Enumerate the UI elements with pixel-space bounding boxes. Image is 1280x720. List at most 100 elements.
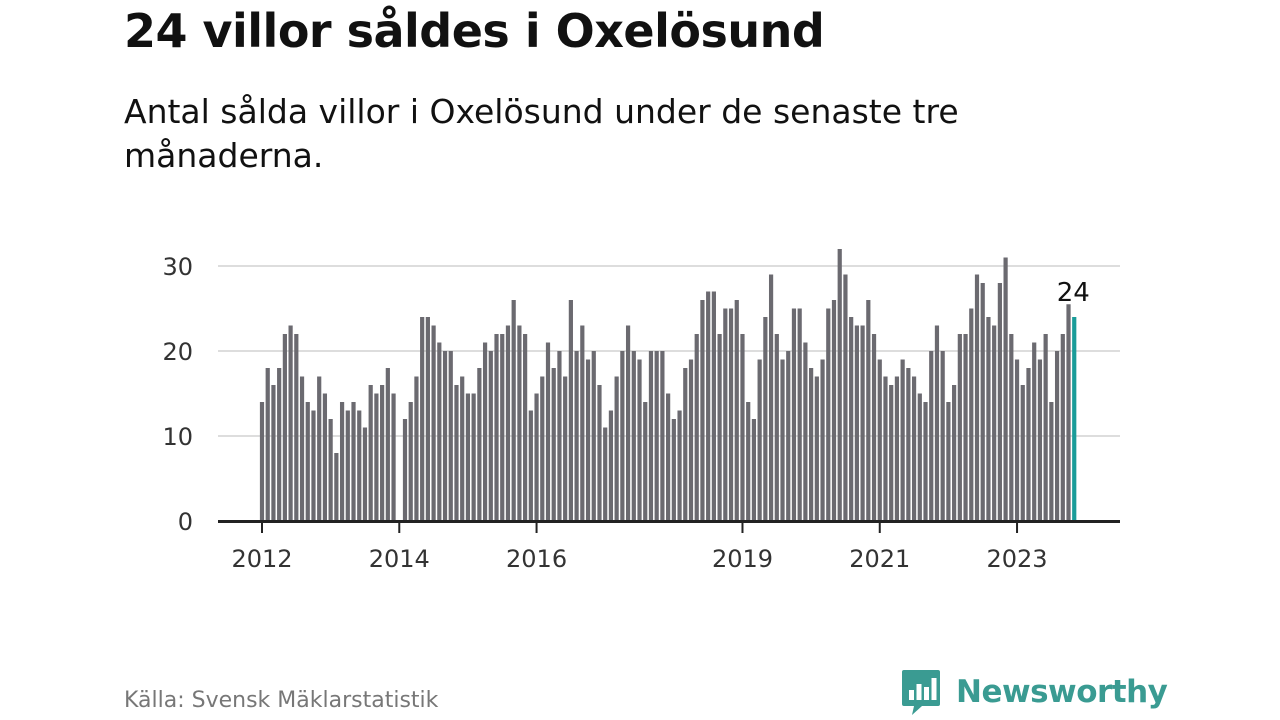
bar <box>557 351 562 521</box>
bar <box>402 419 408 521</box>
data-labels: 24 <box>1057 278 1090 308</box>
bar <box>339 402 345 521</box>
bar <box>803 342 808 521</box>
bar <box>1009 334 1014 521</box>
bar <box>425 317 430 521</box>
bar <box>608 410 614 521</box>
bar <box>791 308 797 521</box>
latest-value-label: 24 <box>1057 278 1090 308</box>
bar <box>460 376 465 521</box>
bar <box>889 385 894 521</box>
bar <box>1066 304 1071 521</box>
bar <box>454 385 459 521</box>
bar <box>351 402 356 521</box>
bar <box>677 410 682 521</box>
bar <box>534 393 539 521</box>
bar <box>1032 342 1037 521</box>
bar <box>505 325 511 521</box>
bar <box>488 351 493 521</box>
bar <box>625 325 631 521</box>
bar <box>992 325 997 521</box>
bar <box>986 317 991 521</box>
x-tick-label: 2014 <box>369 545 430 573</box>
bar-latest <box>1072 317 1077 521</box>
bar <box>997 283 1002 521</box>
bar <box>265 368 270 521</box>
bar <box>711 291 716 521</box>
bar <box>1037 359 1043 521</box>
bar <box>511 300 516 521</box>
bar <box>288 325 293 521</box>
bar <box>465 393 471 521</box>
bar <box>917 393 922 521</box>
bar <box>597 385 602 521</box>
newsworthy-logo-icon <box>902 670 940 715</box>
bar <box>305 402 310 521</box>
bar <box>471 393 476 521</box>
bar <box>385 368 390 521</box>
bar <box>259 402 265 521</box>
bar <box>934 325 940 521</box>
bar <box>517 325 522 521</box>
bar <box>614 376 619 521</box>
bar <box>420 317 425 521</box>
bar <box>929 351 934 521</box>
y-axis-ticks: 0 10 20 30 <box>162 253 193 536</box>
y-tick-label: 30 <box>162 253 193 281</box>
bar <box>1003 257 1008 521</box>
bar <box>442 351 448 521</box>
bar <box>940 351 945 521</box>
source-note: Källa: Svensk Mäklarstatistik <box>124 688 439 713</box>
bar <box>963 334 968 521</box>
newsworthy-logo: Newsworthy <box>900 670 1168 715</box>
bar <box>1043 334 1048 521</box>
bar <box>894 376 900 521</box>
bar <box>414 376 419 521</box>
bar <box>482 342 488 521</box>
bar <box>717 334 722 521</box>
bar <box>809 368 814 521</box>
bar <box>871 334 877 521</box>
bar <box>797 308 802 521</box>
bar <box>706 291 711 521</box>
x-axis-ticks: 2012 2014 2016 2019 2021 2023 <box>231 521 1048 573</box>
bar <box>969 308 974 521</box>
bar <box>431 325 436 521</box>
bar <box>814 376 819 521</box>
bar <box>1049 402 1054 521</box>
bar <box>585 359 591 521</box>
bar <box>545 342 551 521</box>
bar <box>906 368 911 521</box>
x-tick-label: 2021 <box>849 545 910 573</box>
bar <box>368 385 373 521</box>
bar <box>849 317 854 521</box>
bar <box>740 334 745 521</box>
bar <box>345 410 350 521</box>
bar <box>860 325 865 521</box>
bar <box>837 249 842 521</box>
x-tick-label: 2012 <box>231 545 292 573</box>
bar <box>751 419 757 521</box>
bar <box>322 393 328 521</box>
bar <box>603 427 608 521</box>
bar <box>786 351 791 521</box>
bar <box>540 376 545 521</box>
bar <box>568 300 573 521</box>
bar <box>768 274 774 521</box>
bar <box>723 308 728 521</box>
bar <box>391 393 396 521</box>
bar <box>763 317 768 521</box>
bar <box>1060 334 1065 521</box>
bar-chart: 0 10 20 30 2012 2014 2016 2019 2021 2023 24 <box>162 249 1120 573</box>
bar <box>831 300 837 521</box>
bar <box>757 359 762 521</box>
bar <box>883 376 888 521</box>
bar <box>866 300 871 521</box>
bar <box>1026 368 1031 521</box>
bar <box>826 308 831 521</box>
bar <box>271 385 276 521</box>
bar <box>688 359 694 521</box>
bar <box>357 410 362 521</box>
bar <box>666 393 671 521</box>
bar <box>277 368 282 521</box>
